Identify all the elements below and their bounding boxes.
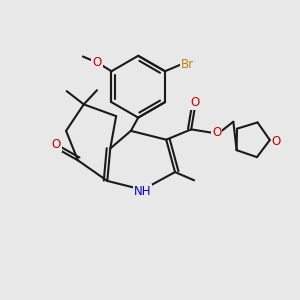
Text: Br: Br bbox=[181, 58, 194, 71]
Text: O: O bbox=[190, 96, 200, 109]
Text: NH: NH bbox=[134, 185, 152, 198]
Text: O: O bbox=[51, 138, 61, 151]
Text: O: O bbox=[92, 56, 102, 69]
Text: O: O bbox=[272, 135, 281, 148]
Text: O: O bbox=[212, 126, 221, 140]
